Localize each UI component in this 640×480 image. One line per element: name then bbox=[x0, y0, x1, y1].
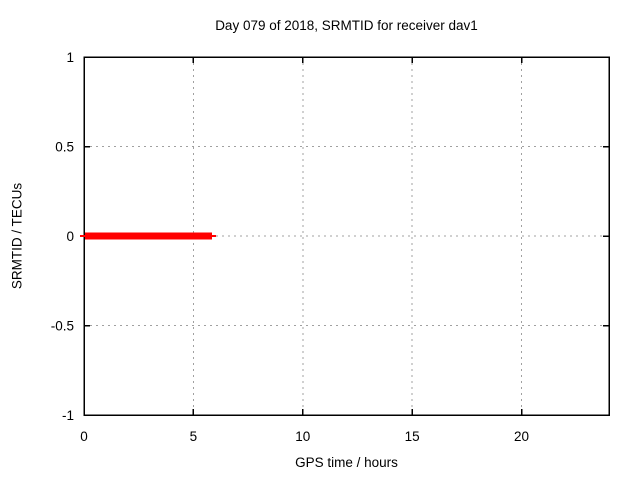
x-tick-label: 15 bbox=[405, 429, 420, 444]
x-tick-label: 5 bbox=[190, 429, 198, 444]
y-tick-label: 0.5 bbox=[55, 140, 74, 155]
y-tick-label: 1 bbox=[66, 50, 74, 65]
x-axis-label: GPS time / hours bbox=[295, 455, 398, 470]
y-tick-label: 0 bbox=[66, 229, 74, 244]
y-tick-label: -1 bbox=[62, 408, 74, 423]
y-tick-label: -0.5 bbox=[51, 319, 74, 334]
x-tick-label: 0 bbox=[80, 429, 88, 444]
x-tick-label: 20 bbox=[514, 429, 529, 444]
x-tick-label: 10 bbox=[295, 429, 310, 444]
chart-title: Day 079 of 2018, SRMTID for receiver dav… bbox=[215, 18, 478, 33]
